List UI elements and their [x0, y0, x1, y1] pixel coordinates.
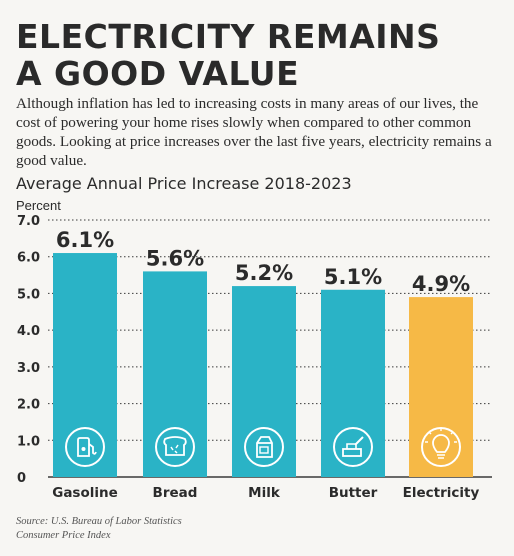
data-label: 5.2% [235, 261, 293, 285]
y-tick-label: 3.0 [17, 361, 40, 376]
headline-line-1: ELECTRICITY REMAINS [16, 17, 441, 56]
intro-paragraph: Although inflation has led to increasing… [16, 95, 492, 169]
data-label: 6.1% [56, 228, 114, 252]
light-bulb-icon [421, 427, 461, 467]
milk-carton-icon [244, 427, 284, 467]
x-tick-label: Butter [329, 485, 378, 501]
source-line-1: Source: U.S. Bureau of Labor Statistics [16, 516, 182, 527]
y-axis-unit-label: Percent [16, 198, 61, 213]
bar-gasoline [53, 253, 117, 477]
bar-butter [321, 289, 385, 477]
headline-line-2: A GOOD VALUE [16, 54, 300, 93]
x-tick-label: Electricity [403, 485, 480, 501]
data-label: 5.1% [324, 265, 382, 289]
y-tick-label: 0 [17, 471, 26, 486]
gas-pump-icon [65, 427, 105, 467]
source-note: Source: U.S. Bureau of Labor Statistics … [16, 515, 316, 543]
source-line-2: Consumer Price Index [16, 530, 111, 541]
y-tick-label: 2.0 [17, 398, 40, 413]
y-tick-label: 1.0 [17, 434, 40, 449]
data-label: 5.6% [146, 246, 204, 270]
data-label: 4.9% [412, 272, 470, 296]
y-tick-label: 5.0 [17, 287, 40, 302]
butter-icon [333, 427, 373, 467]
bar-milk [232, 286, 296, 477]
y-tick-label: 4.0 [17, 324, 40, 339]
x-tick-label: Milk [248, 485, 281, 501]
chart-title: Average Annual Price Increase 2018-2023 [16, 174, 352, 193]
x-tick-label: Bread [153, 485, 198, 501]
y-tick-label: 7.0 [17, 214, 40, 229]
x-tick-label: Gasoline [52, 485, 118, 501]
bar-electricity [409, 297, 473, 477]
bar-bread [143, 271, 207, 477]
y-tick-label: 6.0 [17, 251, 40, 266]
bread-icon [155, 427, 195, 467]
headline: ELECTRICITY REMAINS A GOOD VALUE [16, 18, 506, 92]
